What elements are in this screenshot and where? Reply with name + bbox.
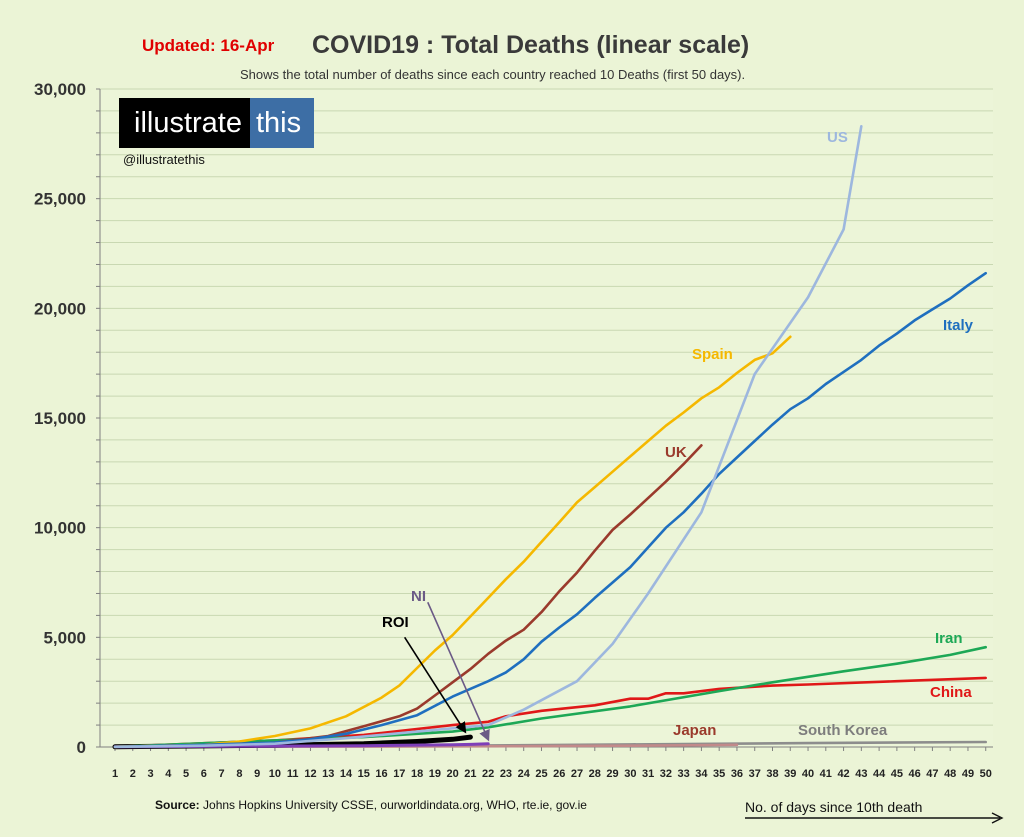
x-tick-label: 1 xyxy=(112,768,118,780)
x-tick-label: 42 xyxy=(837,768,849,780)
series-label-ni: NI xyxy=(411,588,426,605)
chart-subtitle: Shows the total number of deaths since e… xyxy=(240,67,746,82)
series-label-iran: Iran xyxy=(935,630,963,647)
x-tick-label: 30 xyxy=(624,768,636,780)
series-label-japan: Japan xyxy=(673,722,716,739)
x-tick-label: 28 xyxy=(589,768,601,780)
y-tick-labels: 0 5,000 10,000 15,000 20,000 25,000 30,000 xyxy=(34,80,86,757)
x-tick-label: 36 xyxy=(731,768,743,780)
x-tick-label: 50 xyxy=(980,768,992,780)
annotation-arrow-ni xyxy=(427,601,490,742)
x-tick-label: 22 xyxy=(482,768,494,780)
series-line-us xyxy=(113,125,863,749)
logo-part-this: this xyxy=(250,98,315,148)
source-text: Johns Hopkins University CSSE, ourworldi… xyxy=(199,798,587,812)
series-labels: US Italy Spain UK Iran China Japan South Korea N… xyxy=(382,129,974,739)
series-label-roi: ROI xyxy=(382,614,409,631)
x-tick-label: 12 xyxy=(304,768,316,780)
brand-logo: illustrate this xyxy=(119,98,315,148)
series-line-china xyxy=(113,676,988,749)
series-line-uk xyxy=(113,444,703,749)
x-tick-label: 33 xyxy=(678,768,690,780)
x-tick-label: 20 xyxy=(447,768,459,780)
source-label: Source: xyxy=(155,798,200,812)
series-label-china: China xyxy=(930,684,972,701)
series-line-ni xyxy=(113,742,490,749)
y-tick-label: 10,000 xyxy=(34,519,86,538)
x-tick-label: 11 xyxy=(287,768,299,780)
x-tick-label: 6 xyxy=(201,768,207,780)
chart-title: COVID19 : Total Deaths (linear scale) xyxy=(312,31,750,59)
updated-label: Updated: 16-Apr xyxy=(142,36,275,55)
y-tick-label: 20,000 xyxy=(34,299,86,318)
x-tick-label: 15 xyxy=(358,768,370,780)
twitter-handle: @illustratethis xyxy=(123,152,205,167)
x-axis-label: No. of days since 10th death xyxy=(745,799,923,815)
x-tick-label: 21 xyxy=(464,768,476,780)
x-tick-label: 16 xyxy=(375,768,387,780)
annotations xyxy=(403,601,490,742)
x-tick-label: 48 xyxy=(944,768,956,780)
series-line-italy xyxy=(113,271,988,749)
logo-part-illustrate: illustrate xyxy=(119,98,250,148)
x-tick-label: 44 xyxy=(873,768,886,780)
x-tick-label: 19 xyxy=(429,768,441,780)
x-tick-label: 18 xyxy=(411,768,423,780)
x-tick-label: 13 xyxy=(322,768,334,780)
y-tick-label: 0 xyxy=(77,738,86,757)
x-tick-label: 5 xyxy=(183,768,189,780)
x-tick-label: 7 xyxy=(219,768,225,780)
x-tick-label: 49 xyxy=(962,768,974,780)
series-line-spain xyxy=(113,335,792,749)
x-tick-label: 32 xyxy=(660,768,672,780)
x-tick-label: 24 xyxy=(518,768,531,780)
x-tick-label: 17 xyxy=(393,768,405,780)
x-tick-label: 26 xyxy=(553,768,565,780)
x-tick-label: 45 xyxy=(891,768,903,780)
x-tick-label: 23 xyxy=(500,768,512,780)
annotation-arrow-roi xyxy=(403,636,467,734)
x-tick-label: 4 xyxy=(165,768,172,780)
x-tick-label: 38 xyxy=(766,768,778,780)
x-tick-label: 14 xyxy=(340,768,353,780)
x-axis-arrow-head xyxy=(991,812,1004,824)
y-tick-label: 5,000 xyxy=(43,628,86,647)
x-axis-arrow xyxy=(745,812,1004,824)
x-tick-label: 39 xyxy=(784,768,796,780)
x-tick-label: 40 xyxy=(802,768,814,780)
y-tick-label: 30,000 xyxy=(34,80,86,99)
x-tick-label: 2 xyxy=(130,768,136,780)
x-tick-label: 35 xyxy=(713,768,725,780)
x-tick-label: 46 xyxy=(909,768,921,780)
source-note: Source: Johns Hopkins University CSSE, o… xyxy=(155,798,587,812)
x-tick-label: 47 xyxy=(926,768,938,780)
series-label-us: US xyxy=(827,129,848,146)
x-tick-label: 41 xyxy=(820,768,832,780)
x-tick-label: 29 xyxy=(606,768,618,780)
x-tick-label: 37 xyxy=(749,768,761,780)
series-label-south-korea: South Korea xyxy=(798,722,888,739)
x-tick-label: 3 xyxy=(147,768,153,780)
y-tick-label: 25,000 xyxy=(34,190,86,209)
x-tick-label: 43 xyxy=(855,768,867,780)
x-tick-label: 10 xyxy=(269,768,281,780)
x-tick-label: 25 xyxy=(535,768,547,780)
x-tick-label: 9 xyxy=(254,768,260,780)
series-label-italy: Italy xyxy=(943,317,974,334)
series-label-spain: Spain xyxy=(692,346,733,363)
series-lines xyxy=(112,125,988,750)
y-tick-label: 15,000 xyxy=(34,409,86,428)
x-tick-label: 27 xyxy=(571,768,583,780)
x-tick-labels: 1 2 3 4 5 6 7 8 9 10 11 12 13 14 15 16 17 18 19 20 21 22 23 24 2… xyxy=(112,747,992,780)
x-tick-label: 34 xyxy=(695,768,708,780)
series-label-uk: UK xyxy=(665,444,687,461)
x-tick-label: 8 xyxy=(236,768,242,780)
x-tick-label: 31 xyxy=(642,768,654,780)
